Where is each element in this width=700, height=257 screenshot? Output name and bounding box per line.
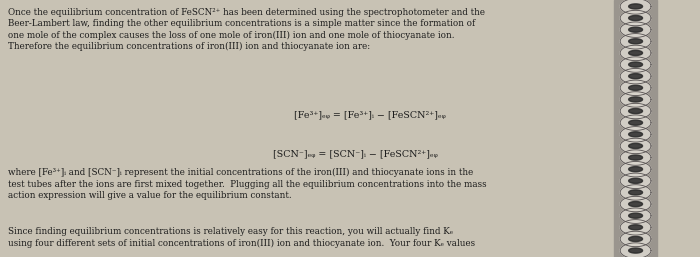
Polygon shape — [629, 15, 643, 21]
Polygon shape — [620, 138, 651, 154]
Polygon shape — [629, 4, 643, 9]
Polygon shape — [629, 97, 643, 102]
Text: [Fe³⁺]ₑᵩ = [Fe³⁺]ᵢ − [FeSCN²⁺]ₑᵩ: [Fe³⁺]ₑᵩ = [Fe³⁺]ᵢ − [FeSCN²⁺]ₑᵩ — [294, 111, 446, 120]
Text: Once the equilibrium concentration of FeSCN²⁺ has been determined using the spec: Once the equilibrium concentration of Fe… — [8, 8, 485, 51]
Polygon shape — [629, 120, 643, 125]
Polygon shape — [620, 115, 651, 130]
Polygon shape — [629, 178, 643, 183]
Text: Since finding equilibrium concentrations is relatively easy for this reaction, y: Since finding equilibrium concentrations… — [8, 227, 475, 248]
Polygon shape — [629, 143, 643, 149]
Polygon shape — [620, 243, 651, 257]
Polygon shape — [629, 27, 643, 32]
Polygon shape — [629, 39, 643, 44]
Polygon shape — [620, 173, 651, 189]
Polygon shape — [629, 155, 643, 160]
Polygon shape — [620, 208, 651, 223]
FancyArrow shape — [614, 0, 657, 257]
Polygon shape — [629, 248, 643, 253]
Polygon shape — [629, 108, 643, 114]
Polygon shape — [620, 57, 651, 72]
Polygon shape — [620, 161, 651, 177]
Polygon shape — [629, 132, 643, 137]
Polygon shape — [620, 68, 651, 84]
Polygon shape — [620, 231, 651, 247]
Polygon shape — [620, 0, 651, 14]
Text: where [Fe³⁺]ᵢ and [SCN⁻]ᵢ represent the initial concentrations of the iron(III) : where [Fe³⁺]ᵢ and [SCN⁻]ᵢ represent the … — [8, 168, 487, 200]
Polygon shape — [629, 190, 643, 195]
Polygon shape — [620, 10, 651, 26]
Polygon shape — [629, 85, 643, 90]
Text: [SCN⁻]ₑᵩ = [SCN⁻]ᵢ − [FeSCN²⁺]ₑᵩ: [SCN⁻]ₑᵩ = [SCN⁻]ᵢ − [FeSCN²⁺]ₑᵩ — [273, 149, 438, 158]
Polygon shape — [620, 92, 651, 107]
Polygon shape — [629, 74, 643, 79]
Polygon shape — [620, 103, 651, 119]
Polygon shape — [629, 62, 643, 67]
Polygon shape — [620, 22, 651, 37]
Polygon shape — [629, 167, 643, 172]
Polygon shape — [629, 225, 643, 230]
Polygon shape — [620, 45, 651, 61]
Polygon shape — [620, 150, 651, 165]
Polygon shape — [629, 50, 643, 56]
Polygon shape — [620, 80, 651, 96]
Polygon shape — [620, 185, 651, 200]
Polygon shape — [629, 201, 643, 207]
Polygon shape — [620, 34, 651, 49]
Polygon shape — [620, 196, 651, 212]
Polygon shape — [629, 213, 643, 218]
Polygon shape — [620, 127, 651, 142]
Polygon shape — [620, 220, 651, 235]
Polygon shape — [629, 236, 643, 242]
